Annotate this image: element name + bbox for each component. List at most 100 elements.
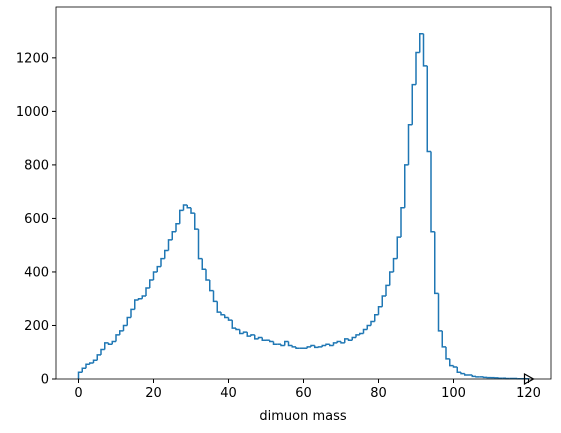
histogram-step <box>246 332 251 337</box>
histogram-step <box>347 338 353 341</box>
histogram-step <box>306 346 311 349</box>
histogram-step <box>122 324 128 331</box>
histogram-step <box>212 290 218 303</box>
histogram-step <box>179 209 184 224</box>
histogram-step <box>366 324 371 330</box>
histogram-step <box>291 345 296 348</box>
histogram-step <box>242 331 248 334</box>
y-tick-label: 600 <box>24 212 49 227</box>
histogram-step <box>374 314 379 322</box>
histogram-step <box>400 206 405 238</box>
histogram-step <box>182 204 188 211</box>
histogram-step <box>362 328 368 334</box>
histogram-step <box>344 338 349 343</box>
histogram-step <box>89 362 94 365</box>
histogram-step <box>227 317 233 321</box>
histogram-step <box>377 305 383 315</box>
histogram-step <box>190 207 195 214</box>
histogram-step <box>317 346 323 348</box>
histogram-step <box>389 271 394 286</box>
histogram-step <box>404 164 409 208</box>
histogram-step <box>194 213 199 230</box>
histogram-step <box>160 257 165 267</box>
histogram-step <box>164 249 169 259</box>
histogram-step <box>464 373 469 376</box>
histogram-step <box>126 316 131 326</box>
histogram-step <box>434 231 439 295</box>
x-axis-label: dimuon mass <box>259 409 346 424</box>
histogram-step <box>411 83 416 125</box>
histogram-step <box>437 293 443 332</box>
histogram-step <box>336 340 341 343</box>
histogram-step <box>224 314 229 319</box>
histogram-step <box>186 205 191 209</box>
histogram-step <box>284 340 289 346</box>
histogram-step <box>137 297 143 301</box>
histogram-step <box>351 336 356 341</box>
histogram-step <box>239 329 244 335</box>
histogram-step <box>104 342 109 350</box>
x-tick-label: 120 <box>516 386 541 401</box>
histogram-step <box>325 343 330 346</box>
histogram-step <box>329 344 334 347</box>
histogram-step <box>280 344 285 347</box>
histogram-step <box>167 239 173 251</box>
x-tick-label: 0 <box>74 386 82 401</box>
histogram-step <box>426 65 431 153</box>
histogram-step <box>287 341 293 347</box>
histogram-step <box>107 342 113 345</box>
x-tick-label: 60 <box>295 386 312 401</box>
y-tick-label: 0 <box>41 373 49 388</box>
x-tick-label: 100 <box>441 386 466 401</box>
histogram-step <box>235 328 240 331</box>
histogram-step <box>415 51 420 85</box>
y-tick-label: 1000 <box>16 105 49 120</box>
histogram-step <box>152 271 158 280</box>
histogram-step <box>407 124 413 165</box>
histogram-step <box>456 366 461 374</box>
x-tick-label: 80 <box>370 386 387 401</box>
x-tick-label: 20 <box>145 386 162 401</box>
histogram-step <box>314 345 319 349</box>
histogram-step <box>81 367 86 373</box>
histogram-step <box>156 265 161 272</box>
histogram-step <box>460 372 465 375</box>
histogram-step <box>370 320 375 326</box>
histogram-step <box>321 344 326 347</box>
histogram-step <box>257 336 263 339</box>
histogram-step <box>209 279 214 292</box>
histogram-step <box>261 337 266 341</box>
histogram-step <box>385 284 390 297</box>
histogram-step <box>419 33 424 53</box>
histogram-step <box>482 376 488 379</box>
histogram-step <box>475 376 480 378</box>
histogram-step <box>445 346 450 360</box>
histogram-step <box>392 257 398 272</box>
histogram-step <box>396 236 401 259</box>
histogram-step <box>422 33 428 67</box>
histogram-step <box>254 334 259 340</box>
histogram-step <box>310 344 315 347</box>
histogram-step <box>175 223 180 232</box>
x-tick-label: 40 <box>220 386 237 401</box>
histogram-step <box>141 295 146 299</box>
histogram-step <box>205 269 210 281</box>
histogram-step <box>452 365 458 368</box>
histogram-step <box>197 229 203 260</box>
histogram-step <box>430 151 435 233</box>
histogram-step <box>134 299 139 310</box>
histogram-step <box>269 340 274 343</box>
histogram-step <box>340 341 345 344</box>
histogram-step <box>149 279 154 289</box>
histogram-step <box>85 363 90 369</box>
histogram-step <box>119 330 124 335</box>
histogram-step <box>381 295 386 307</box>
histogram-step <box>220 312 225 316</box>
histogram-step <box>471 374 476 378</box>
histogram-step <box>295 346 300 349</box>
histogram-step <box>359 332 364 335</box>
histogram-step <box>355 334 360 338</box>
histogram-step <box>111 340 116 345</box>
histogram-step <box>332 342 338 346</box>
